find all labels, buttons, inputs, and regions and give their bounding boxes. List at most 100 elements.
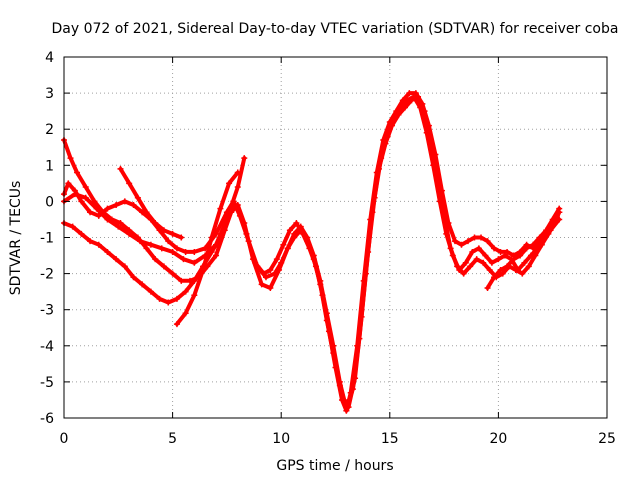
data-point xyxy=(293,220,300,227)
data-point xyxy=(530,241,537,248)
data-point xyxy=(480,259,487,266)
data-point xyxy=(369,209,376,216)
data-point xyxy=(95,212,102,219)
data-point xyxy=(469,248,476,255)
data-point xyxy=(82,194,89,201)
data-point xyxy=(74,169,81,176)
data-point xyxy=(178,277,185,284)
axis-ticks: 0 5 10 15 20 25 -6 -5 -4 -3 -2 -1 0 1 2 3 4 xyxy=(40,50,616,447)
y-axis-label: SDTVAR / TECUs xyxy=(8,181,24,296)
series-points-3 xyxy=(61,93,563,411)
data-point xyxy=(415,93,422,100)
data-point xyxy=(156,295,163,302)
data-point xyxy=(495,256,502,263)
data-point xyxy=(464,238,471,245)
data-point xyxy=(336,382,343,389)
data-point xyxy=(517,252,524,259)
data-point xyxy=(504,263,511,270)
series-points-7 xyxy=(484,205,563,292)
series-line-6 xyxy=(174,170,240,327)
y-tick-label: -3 xyxy=(40,303,54,319)
y-tick-label: 3 xyxy=(45,86,54,102)
data-point xyxy=(65,180,72,187)
data-point xyxy=(69,223,76,230)
y-tick-label: 2 xyxy=(45,122,54,138)
chart-title: Day 072 of 2021, Sidereal Day-to-day VTE… xyxy=(52,21,619,37)
data-point xyxy=(349,386,356,393)
data-point xyxy=(523,245,530,252)
data-point xyxy=(512,266,519,273)
data-point xyxy=(173,321,180,328)
data-point xyxy=(402,104,409,111)
data-point xyxy=(519,270,526,277)
data-point xyxy=(137,238,144,245)
data-point xyxy=(291,234,298,241)
data-point xyxy=(78,198,85,205)
y-tick-label: -5 xyxy=(40,375,54,391)
data-point xyxy=(160,227,167,234)
data-point xyxy=(169,248,176,255)
data-point xyxy=(499,270,506,277)
data-point xyxy=(104,205,111,212)
data-point xyxy=(262,274,269,281)
data-point xyxy=(434,176,441,183)
data-point xyxy=(95,241,102,248)
data-point xyxy=(543,227,550,234)
data-point xyxy=(134,194,141,201)
data-point xyxy=(356,335,363,342)
data-point xyxy=(191,292,198,299)
data-point xyxy=(191,277,198,284)
data-point xyxy=(217,205,224,212)
data-point xyxy=(473,256,480,263)
data-point xyxy=(182,288,189,295)
data-point xyxy=(113,256,120,263)
data-point xyxy=(71,191,78,198)
data-point xyxy=(78,230,85,237)
data-point xyxy=(408,97,415,104)
data-point xyxy=(104,248,111,255)
series-line-4 xyxy=(62,156,247,265)
data-point xyxy=(323,317,330,324)
data-point xyxy=(467,263,474,270)
data-point xyxy=(421,108,428,115)
data-point xyxy=(497,266,504,273)
y-tick-label: 0 xyxy=(45,194,54,210)
series-line-7 xyxy=(485,206,562,290)
data-point xyxy=(191,259,198,266)
data-point xyxy=(91,198,98,205)
data-point xyxy=(226,180,233,187)
data-point xyxy=(458,241,465,248)
data-point xyxy=(488,259,495,266)
y-tick-label: -2 xyxy=(40,267,54,283)
series-points-4 xyxy=(61,155,248,266)
data-point xyxy=(82,183,89,190)
data-point xyxy=(254,263,261,270)
data-point xyxy=(234,183,241,190)
x-axis-label: GPS time / hours xyxy=(276,458,393,474)
data-point xyxy=(130,274,137,281)
data-point xyxy=(330,350,337,357)
data-point xyxy=(180,256,187,263)
data-point xyxy=(241,155,248,162)
data-point xyxy=(267,266,274,273)
data-point xyxy=(165,299,172,306)
data-point xyxy=(510,256,517,263)
data-point xyxy=(87,238,94,245)
data-point xyxy=(451,238,458,245)
data-point xyxy=(245,238,252,245)
data-point xyxy=(412,90,419,97)
data-point xyxy=(208,234,215,241)
series-line-3 xyxy=(62,94,562,410)
y-tick-label: -6 xyxy=(40,411,54,427)
data-point xyxy=(113,202,120,209)
data-point xyxy=(536,234,543,241)
data-point xyxy=(182,310,189,317)
data-point xyxy=(169,270,176,277)
y-tick-label: -1 xyxy=(40,231,54,247)
data-point xyxy=(147,288,154,295)
data-point xyxy=(284,245,291,252)
data-point xyxy=(126,230,133,237)
data-point xyxy=(178,234,185,241)
data-point xyxy=(236,212,243,219)
